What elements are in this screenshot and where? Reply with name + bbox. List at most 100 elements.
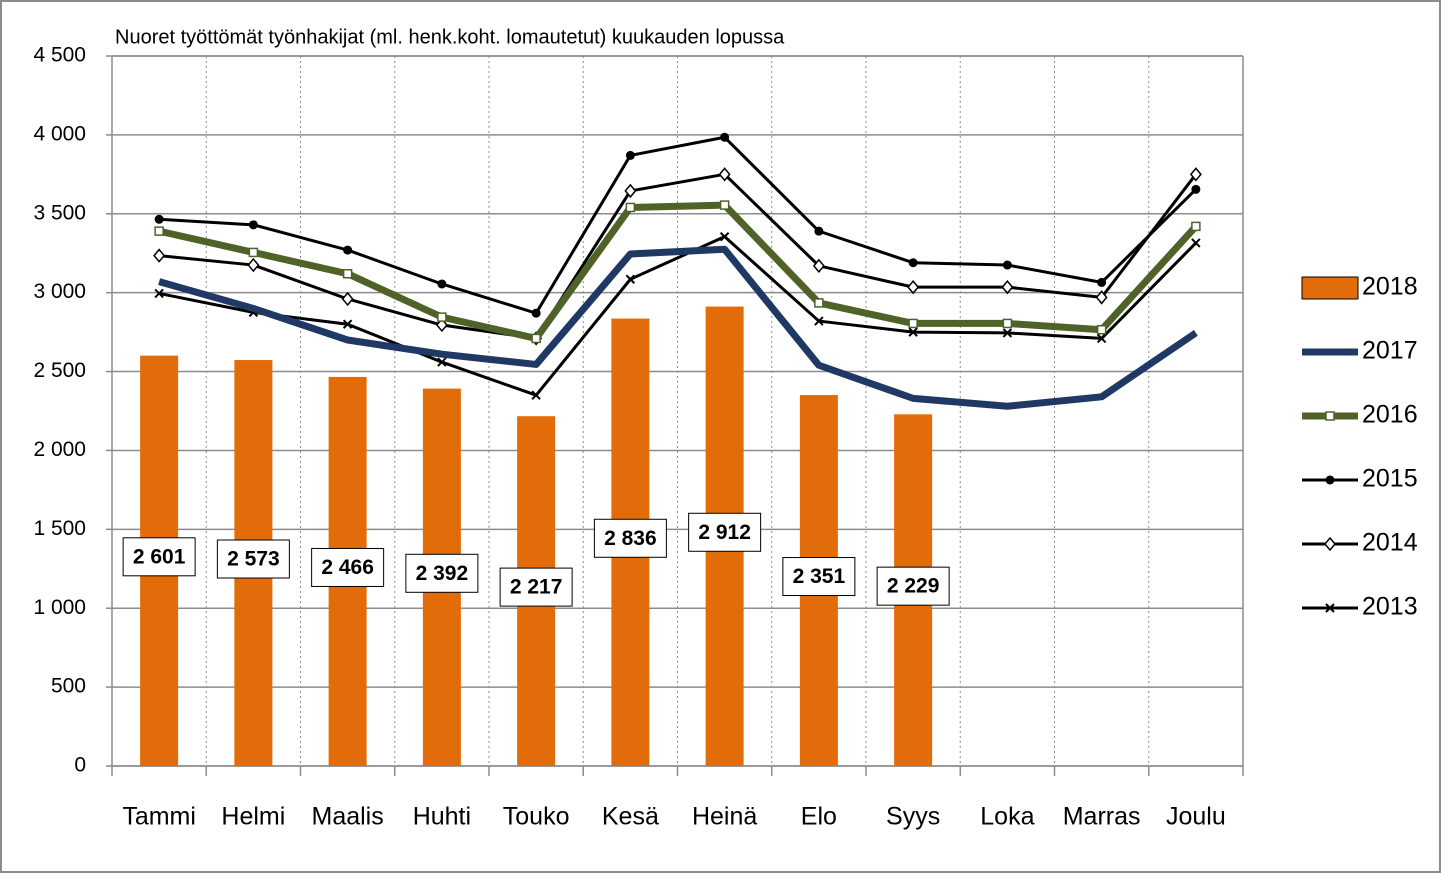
marker	[1002, 260, 1012, 270]
marker	[1191, 221, 1201, 232]
marker	[719, 200, 730, 210]
marker	[153, 248, 166, 263]
value-label-box	[216, 539, 290, 579]
line	[158, 201, 1199, 342]
marker	[342, 319, 353, 329]
legend-label: 2017	[1362, 337, 1418, 365]
marker	[908, 258, 918, 268]
y-tick-label: 0	[74, 754, 86, 777]
marker	[814, 298, 824, 308]
value-label-box	[782, 557, 856, 597]
marker	[154, 288, 164, 299]
legend-item: 2016	[1302, 401, 1418, 429]
value-label-box	[405, 553, 479, 593]
y-tick-label: 500	[51, 675, 86, 698]
y-tick-label: 1 500	[33, 517, 86, 540]
legend-item: 2013	[1302, 593, 1418, 621]
marker	[624, 183, 637, 199]
legend-item: 2018	[1301, 273, 1418, 301]
x-tick-label: Elo	[801, 803, 837, 831]
marker	[1096, 324, 1107, 335]
y-tick-label: 3 000	[33, 280, 86, 303]
value-label: 2 351	[793, 565, 846, 588]
value-label: 2 392	[416, 562, 469, 585]
value-label: 2 573	[227, 548, 280, 571]
line	[158, 172, 1198, 340]
chart-title: Nuoret työttömät työnhakijat (ml. henk.k…	[115, 26, 785, 48]
marker	[1191, 238, 1201, 248]
y-tick-label: 2 500	[33, 359, 86, 382]
x-tick-label: Touko	[503, 803, 570, 831]
y-tick-label: 2 000	[33, 438, 86, 461]
x-tick-label: Kesä	[602, 803, 659, 831]
x-tick-label: Loka	[980, 803, 1034, 831]
y-tick-label: 4 500	[33, 44, 86, 67]
value-label-box	[688, 512, 762, 552]
y-tick-label: 3 500	[33, 201, 86, 224]
x-tick-label: Heinä	[692, 803, 757, 831]
line	[159, 135, 1197, 315]
marker	[342, 268, 353, 279]
marker	[1097, 277, 1107, 287]
marker	[1001, 279, 1014, 295]
value-label: 2 912	[698, 521, 751, 544]
marker	[435, 317, 448, 333]
value-label-box	[876, 566, 950, 606]
marker	[248, 247, 259, 258]
marker	[1095, 290, 1108, 305]
value-label: 2 229	[887, 575, 940, 598]
y-tick-label: 1 000	[33, 596, 86, 619]
value-label: 2 217	[510, 576, 563, 599]
value-label-box	[311, 547, 385, 587]
marker	[625, 202, 636, 213]
value-label: 2 601	[133, 545, 186, 568]
legend-label: 2016	[1362, 401, 1418, 429]
marker	[814, 316, 824, 326]
legend-label: 2013	[1362, 593, 1418, 621]
line	[158, 235, 1197, 397]
value-label: 2 836	[604, 527, 657, 550]
legend-swatch	[1301, 276, 1359, 300]
marker	[437, 279, 447, 289]
x-tick-label: Marras	[1063, 803, 1141, 831]
marker	[1191, 184, 1201, 194]
value-label: 2 466	[321, 556, 374, 579]
marker	[625, 150, 635, 160]
marker	[719, 231, 730, 242]
marker	[718, 167, 731, 182]
marker	[531, 308, 541, 318]
marker	[814, 226, 824, 236]
line	[158, 245, 1198, 410]
marker	[531, 390, 541, 400]
marker	[625, 274, 636, 284]
marker	[248, 220, 258, 230]
marker	[812, 258, 825, 274]
x-tick-label: Maalis	[312, 803, 384, 831]
marker	[907, 279, 920, 295]
marker	[908, 327, 918, 337]
marker	[908, 318, 918, 329]
x-tick-label: Tammi	[122, 803, 196, 831]
legend-label: 2015	[1362, 465, 1418, 493]
marker	[154, 226, 164, 236]
marker	[437, 312, 447, 322]
x-tick-label: Helmi	[221, 803, 285, 831]
value-label-box	[122, 537, 196, 577]
marker	[341, 291, 354, 307]
marker	[1002, 328, 1013, 338]
marker	[247, 257, 260, 273]
marker	[1324, 536, 1336, 552]
marker	[437, 357, 447, 367]
marker	[1325, 411, 1335, 421]
marker	[720, 132, 730, 142]
legend-label: 2014	[1362, 529, 1418, 557]
x-tick-label: Huhti	[413, 803, 471, 831]
y-tick-label: 4 000	[33, 122, 86, 145]
value-label-box	[593, 518, 667, 558]
value-label-box	[499, 567, 573, 607]
legend-item: 2014	[1302, 529, 1418, 557]
legend-label: 2018	[1362, 273, 1418, 301]
x-tick-label: Joulu	[1166, 803, 1226, 831]
